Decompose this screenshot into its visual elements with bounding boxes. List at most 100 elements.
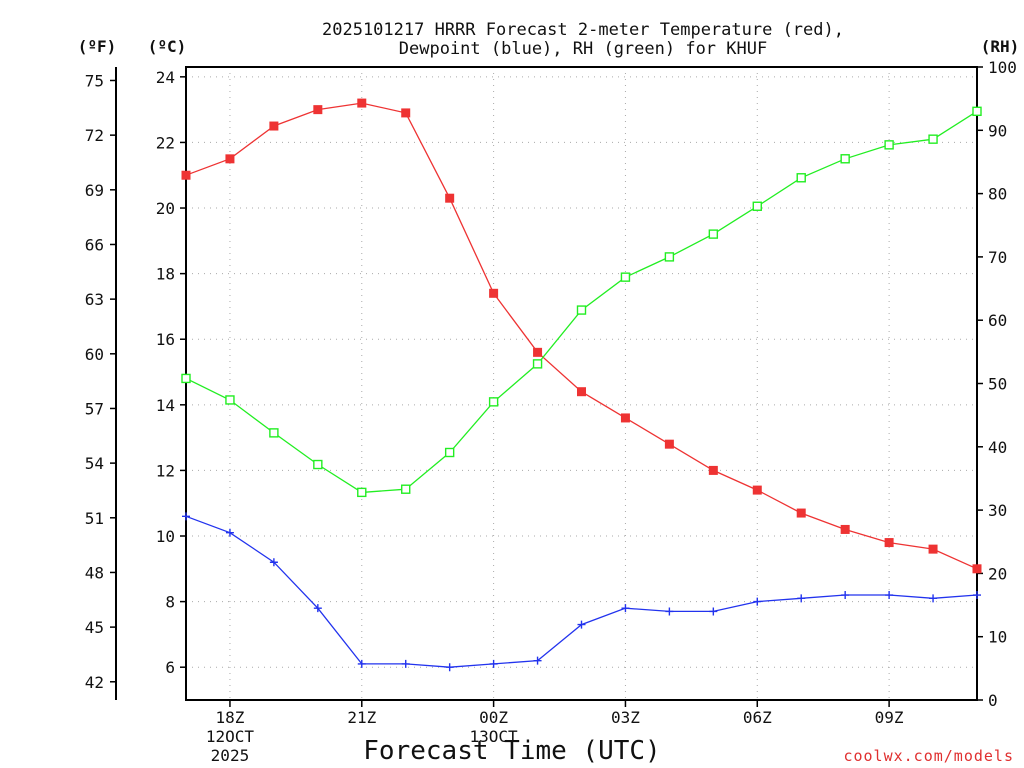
- temperature-point: [445, 193, 455, 203]
- dewpoint-point: [225, 528, 234, 537]
- rh-tick-label: 0: [988, 691, 998, 710]
- plot-frame: [185, 66, 978, 701]
- celsius-tick-label: 14: [156, 396, 175, 415]
- rh-unit-label: (RH): [981, 37, 1020, 56]
- rh-point: [488, 397, 499, 407]
- fahrenheit-tick-label: 66: [85, 235, 104, 254]
- rh-point: [181, 373, 191, 384]
- temperature-point: [928, 544, 938, 554]
- tick-labels: 6 8 10 12 14 16 18 20 22 24 42 45 48 51 54 57 60 63 66 69 72…: [85, 58, 1017, 765]
- rh-point: [532, 359, 543, 369]
- dewpoint-point: [269, 558, 278, 567]
- rh-line: [185, 110, 978, 494]
- rh-point: [313, 459, 323, 470]
- temperature-point: [972, 564, 982, 574]
- rh-tick-label: 10: [988, 628, 1007, 647]
- chart-title-line1: 2025101217 HRRR Forecast 2-meter Tempera…: [322, 20, 844, 40]
- dewpoint-point: [313, 604, 322, 613]
- celsius-tick-label: 12: [156, 461, 175, 480]
- celsius-tick-label: 18: [156, 265, 175, 284]
- temperature-point: [401, 108, 411, 118]
- celsius-tick-label: 8: [165, 593, 175, 612]
- fahrenheit-tick-label: 54: [85, 454, 104, 473]
- rh-point: [620, 272, 631, 282]
- rh-tick-label: 90: [988, 121, 1007, 140]
- rh-point: [664, 252, 675, 262]
- rh-point: [225, 395, 235, 405]
- x-tick-date: 13OCT: [470, 727, 519, 746]
- x-tick-label: 06Z: [743, 708, 772, 727]
- dewpoint-point: [973, 591, 981, 600]
- rh-point: [752, 201, 762, 211]
- temperature-point: [752, 485, 762, 495]
- x-tick-label: 21Z: [347, 708, 376, 727]
- axes: [110, 66, 983, 707]
- fahrenheit-tick-label: 69: [85, 181, 104, 200]
- temperature-point: [533, 347, 543, 357]
- dewpoint-point: [182, 512, 190, 521]
- rh-point: [928, 134, 938, 144]
- celsius-tick-label: 6: [165, 658, 175, 677]
- x-tick-year: 2025: [211, 746, 250, 765]
- temperature-point: [664, 439, 674, 449]
- rh-point: [708, 229, 719, 239]
- credit-link[interactable]: coolwx.com/models: [843, 747, 1014, 765]
- temperature-point: [269, 121, 279, 131]
- x-tick-label: 03Z: [611, 708, 640, 727]
- rh-point: [884, 140, 894, 150]
- x-tick-label: 18Z: [215, 708, 244, 727]
- rh-point: [796, 173, 806, 183]
- rh-tick-label: 20: [988, 564, 1007, 583]
- temperature-point: [357, 98, 367, 108]
- temperature-point: [840, 524, 850, 534]
- fahrenheit-tick-label: 51: [85, 509, 104, 528]
- rh-tick-label: 50: [988, 375, 1007, 394]
- fahrenheit-tick-label: 60: [85, 345, 104, 364]
- x-tick-label: 09Z: [875, 708, 904, 727]
- rh-point: [840, 154, 850, 164]
- chart-title-line2: Dewpoint (blue), RH (green) for KHUF: [399, 39, 767, 59]
- temperature-point: [181, 170, 191, 180]
- fahrenheit-tick-label: 63: [85, 290, 104, 309]
- rh-point: [401, 484, 411, 494]
- celsius-tick-label: 16: [156, 330, 175, 349]
- rh-point: [972, 106, 982, 117]
- celsius-tick-label: 24: [156, 68, 175, 87]
- temperature-point: [489, 288, 499, 298]
- dewpoint-point: [841, 591, 850, 600]
- dewpoint-point: [357, 659, 366, 668]
- dewpoint-point: [445, 663, 454, 672]
- dewpoint-point: [401, 659, 410, 668]
- fahrenheit-unit-label: (ºF): [78, 37, 117, 56]
- dewpoint-point: [753, 597, 762, 606]
- temperature-point: [225, 154, 235, 164]
- temperature-point: [577, 387, 586, 397]
- fahrenheit-tick-label: 75: [85, 71, 104, 90]
- temperature-point: [796, 508, 806, 518]
- rh-point: [357, 487, 367, 498]
- temperature-line: [185, 102, 978, 570]
- dewpoint-point: [797, 594, 806, 603]
- dewpoint-point: [621, 604, 630, 613]
- x-axis-label: Forecast Time (UTC): [363, 736, 660, 766]
- x-tick-date: 12OCT: [206, 727, 255, 746]
- rh-point: [576, 305, 587, 315]
- fahrenheit-tick-label: 45: [85, 618, 104, 637]
- temperature-point: [884, 538, 894, 548]
- temperature-point: [313, 105, 323, 115]
- fahrenheit-tick-label: 72: [85, 126, 104, 145]
- rh-point: [269, 428, 279, 438]
- rh-point: [444, 447, 455, 458]
- fahrenheit-tick-label: 48: [85, 563, 104, 582]
- dewpoint-point: [885, 591, 894, 600]
- dewpoint-point: [929, 594, 938, 603]
- rh-tick-label: 60: [988, 311, 1007, 330]
- series-group: [181, 98, 982, 672]
- celsius-tick-label: 10: [156, 527, 175, 546]
- celsius-tick-label: 22: [156, 133, 175, 152]
- rh-tick-label: 80: [988, 185, 1007, 204]
- rh-tick-label: 100: [988, 58, 1017, 77]
- dewpoint-point: [577, 620, 586, 629]
- celsius-unit-label: (ºC): [148, 37, 187, 56]
